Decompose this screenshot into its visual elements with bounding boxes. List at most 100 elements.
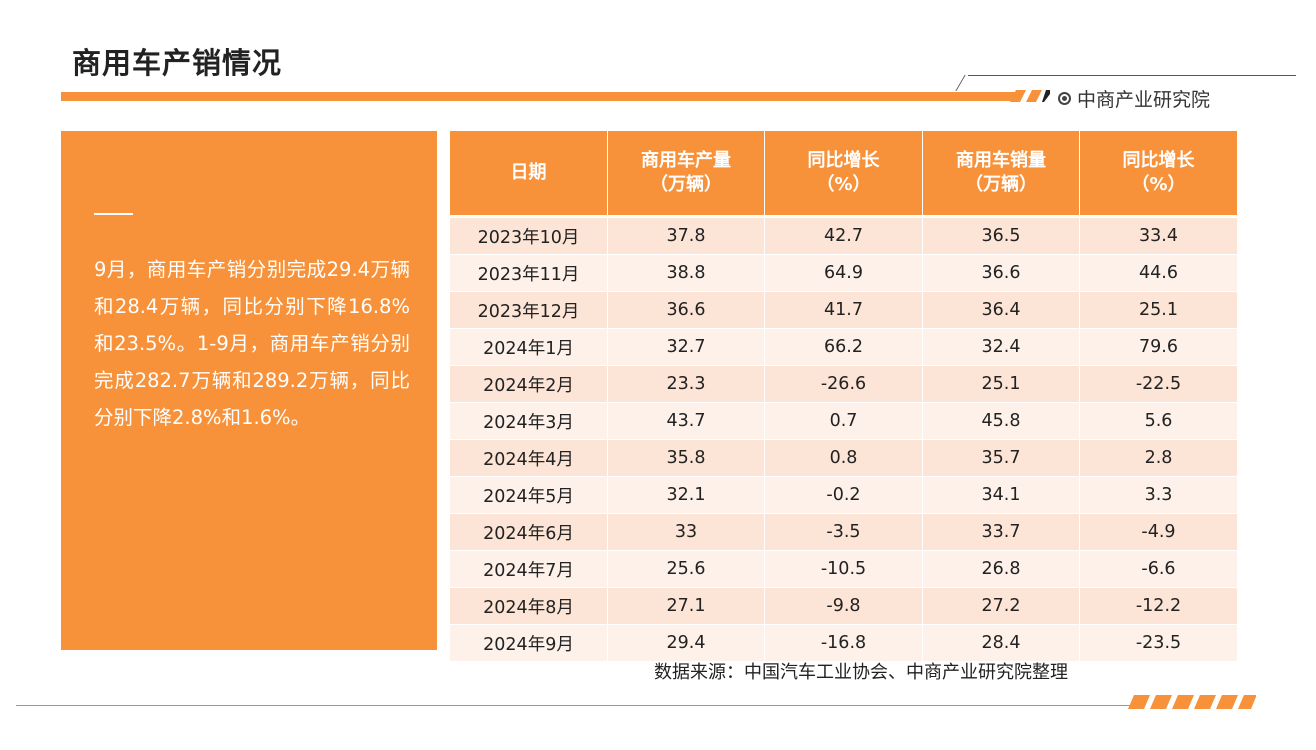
table-cell: 66.2	[765, 329, 923, 366]
table-cell: 32.7	[608, 329, 765, 366]
header-rule	[968, 75, 1296, 76]
column-header-label: 同比增长	[807, 150, 880, 171]
column-header-label: 商用车产量	[641, 150, 731, 171]
table-row: 2023年12月 36.6 41.7 36.4 25.1	[450, 292, 1237, 329]
table-cell: 2023年11月	[450, 255, 608, 292]
table-cell: 36.5	[923, 218, 1080, 255]
data-table: 日期 商用车产量 （万辆） 同比增长 （%） 商用车销量 （万辆） 同比增长 （%） 2023年…	[450, 131, 1237, 662]
table-cell: 2.8	[1080, 440, 1237, 477]
table-cell: 42.7	[765, 218, 923, 255]
table-cell: 41.7	[765, 292, 923, 329]
column-header: 同比增长 （%）	[1080, 131, 1237, 218]
table-cell: -23.5	[1080, 625, 1237, 662]
source-note: 数据来源：中国汽车工业协会、中商产业研究院整理	[654, 662, 1068, 683]
column-header-label: 同比增长	[1122, 150, 1195, 171]
table-row: 2024年3月 43.7 0.7 45.8 5.6	[450, 403, 1237, 440]
table-cell: 2024年5月	[450, 477, 608, 514]
table-row: 2024年5月 32.1 -0.2 34.1 3.3	[450, 477, 1237, 514]
table-cell: 37.8	[608, 218, 765, 255]
table-cell: 2024年6月	[450, 514, 608, 551]
column-header-unit: （万辆）	[965, 174, 1037, 195]
table-cell: 3.3	[1080, 477, 1237, 514]
table-cell: 2024年3月	[450, 403, 608, 440]
table-cell: 23.3	[608, 366, 765, 403]
table-cell: 0.8	[765, 440, 923, 477]
table-body: 2023年10月 37.8 42.7 36.5 33.4 2023年11月 38.8 64.9…	[450, 218, 1237, 662]
table-cell: 38.8	[608, 255, 765, 292]
table-cell: -3.5	[765, 514, 923, 551]
table-cell: 25.6	[608, 551, 765, 588]
table-cell: 2024年9月	[450, 625, 608, 662]
column-header: 同比增长 （%）	[765, 131, 923, 218]
table-cell: 44.6	[1080, 255, 1237, 292]
column-header: 日期	[450, 131, 608, 218]
table-cell: -26.6	[765, 366, 923, 403]
table-cell: 2024年1月	[450, 329, 608, 366]
table-cell: 5.6	[1080, 403, 1237, 440]
table-row: 2024年1月 32.7 66.2 32.4 79.6	[450, 329, 1237, 366]
table-cell: 32.4	[923, 329, 1080, 366]
brand-name: 中商产业研究院	[1077, 88, 1211, 111]
table-cell: 29.4	[608, 625, 765, 662]
table-cell: 32.1	[608, 477, 765, 514]
table-cell: -10.5	[765, 551, 923, 588]
summary-divider	[94, 213, 133, 215]
table-cell: 43.7	[608, 403, 765, 440]
table-cell: 26.8	[923, 551, 1080, 588]
column-header-label: 商用车销量	[956, 150, 1046, 171]
column-header: 商用车销量 （万辆）	[923, 131, 1080, 218]
table-cell: 27.2	[923, 588, 1080, 625]
table-cell: -9.8	[765, 588, 923, 625]
header-bar	[61, 92, 1021, 101]
brand-logo: 中商产业研究院	[1058, 84, 1210, 112]
table-cell: 36.6	[923, 255, 1080, 292]
page-title: 商用车产销情况	[72, 46, 283, 80]
table-cell: 2024年8月	[450, 588, 608, 625]
table-row: 2024年2月 23.3 -26.6 25.1 -22.5	[450, 366, 1237, 403]
table-cell: -22.5	[1080, 366, 1237, 403]
table-cell: -6.6	[1080, 551, 1237, 588]
table-cell: -16.8	[765, 625, 923, 662]
table-row: 2024年6月 33 -3.5 33.7 -4.9	[450, 514, 1237, 551]
circle-dot-icon	[1058, 91, 1071, 105]
column-header-unit: （万辆）	[650, 174, 722, 195]
table-cell: 36.4	[923, 292, 1080, 329]
table-cell: 33.7	[923, 514, 1080, 551]
header-slash	[955, 75, 966, 91]
table-cell: 45.8	[923, 403, 1080, 440]
table-cell: 0.7	[765, 403, 923, 440]
summary-panel: 9月，商用车产销分别完成29.4万辆和28.4万辆，同比分别下降16.8%和23…	[61, 131, 437, 650]
table-cell: -0.2	[765, 477, 923, 514]
table-row: 2024年9月 29.4 -16.8 28.4 -23.5	[450, 625, 1237, 662]
table-cell: 79.6	[1080, 329, 1237, 366]
table-row: 2024年7月 25.6 -10.5 26.8 -6.6	[450, 551, 1237, 588]
header-stripes	[1010, 90, 1050, 102]
table-cell: 27.1	[608, 588, 765, 625]
table-cell: 34.1	[923, 477, 1080, 514]
table-cell: 2024年2月	[450, 366, 608, 403]
table-cell: 25.1	[923, 366, 1080, 403]
table-cell: 28.4	[923, 625, 1080, 662]
table-row: 2024年4月 35.8 0.8 35.7 2.8	[450, 440, 1237, 477]
table-cell: -12.2	[1080, 588, 1237, 625]
footer-stripes	[1128, 695, 1256, 709]
table-row: 2023年11月 38.8 64.9 36.6 44.6	[450, 255, 1237, 292]
table-cell: 35.8	[608, 440, 765, 477]
column-header-label: 日期	[510, 162, 547, 183]
table-header-row: 日期 商用车产量 （万辆） 同比增长 （%） 商用车销量 （万辆） 同比增长 （%）	[450, 131, 1237, 218]
table-row: 2023年10月 37.8 42.7 36.5 33.4	[450, 218, 1237, 255]
table-cell: 64.9	[765, 255, 923, 292]
table-cell: 2023年12月	[450, 292, 608, 329]
table-cell: -4.9	[1080, 514, 1237, 551]
footer-rule	[16, 705, 1136, 706]
table-row: 2024年8月 27.1 -9.8 27.2 -12.2	[450, 588, 1237, 625]
table-cell: 25.1	[1080, 292, 1237, 329]
table-cell: 36.6	[608, 292, 765, 329]
table-cell: 33.4	[1080, 218, 1237, 255]
table-cell: 35.7	[923, 440, 1080, 477]
table-cell: 2023年10月	[450, 218, 608, 255]
table-cell: 2024年4月	[450, 440, 608, 477]
column-header: 商用车产量 （万辆）	[608, 131, 765, 218]
column-header-unit: （%）	[1131, 174, 1186, 195]
summary-text: 9月，商用车产销分别完成29.4万辆和28.4万辆，同比分别下降16.8%和23…	[94, 258, 410, 429]
